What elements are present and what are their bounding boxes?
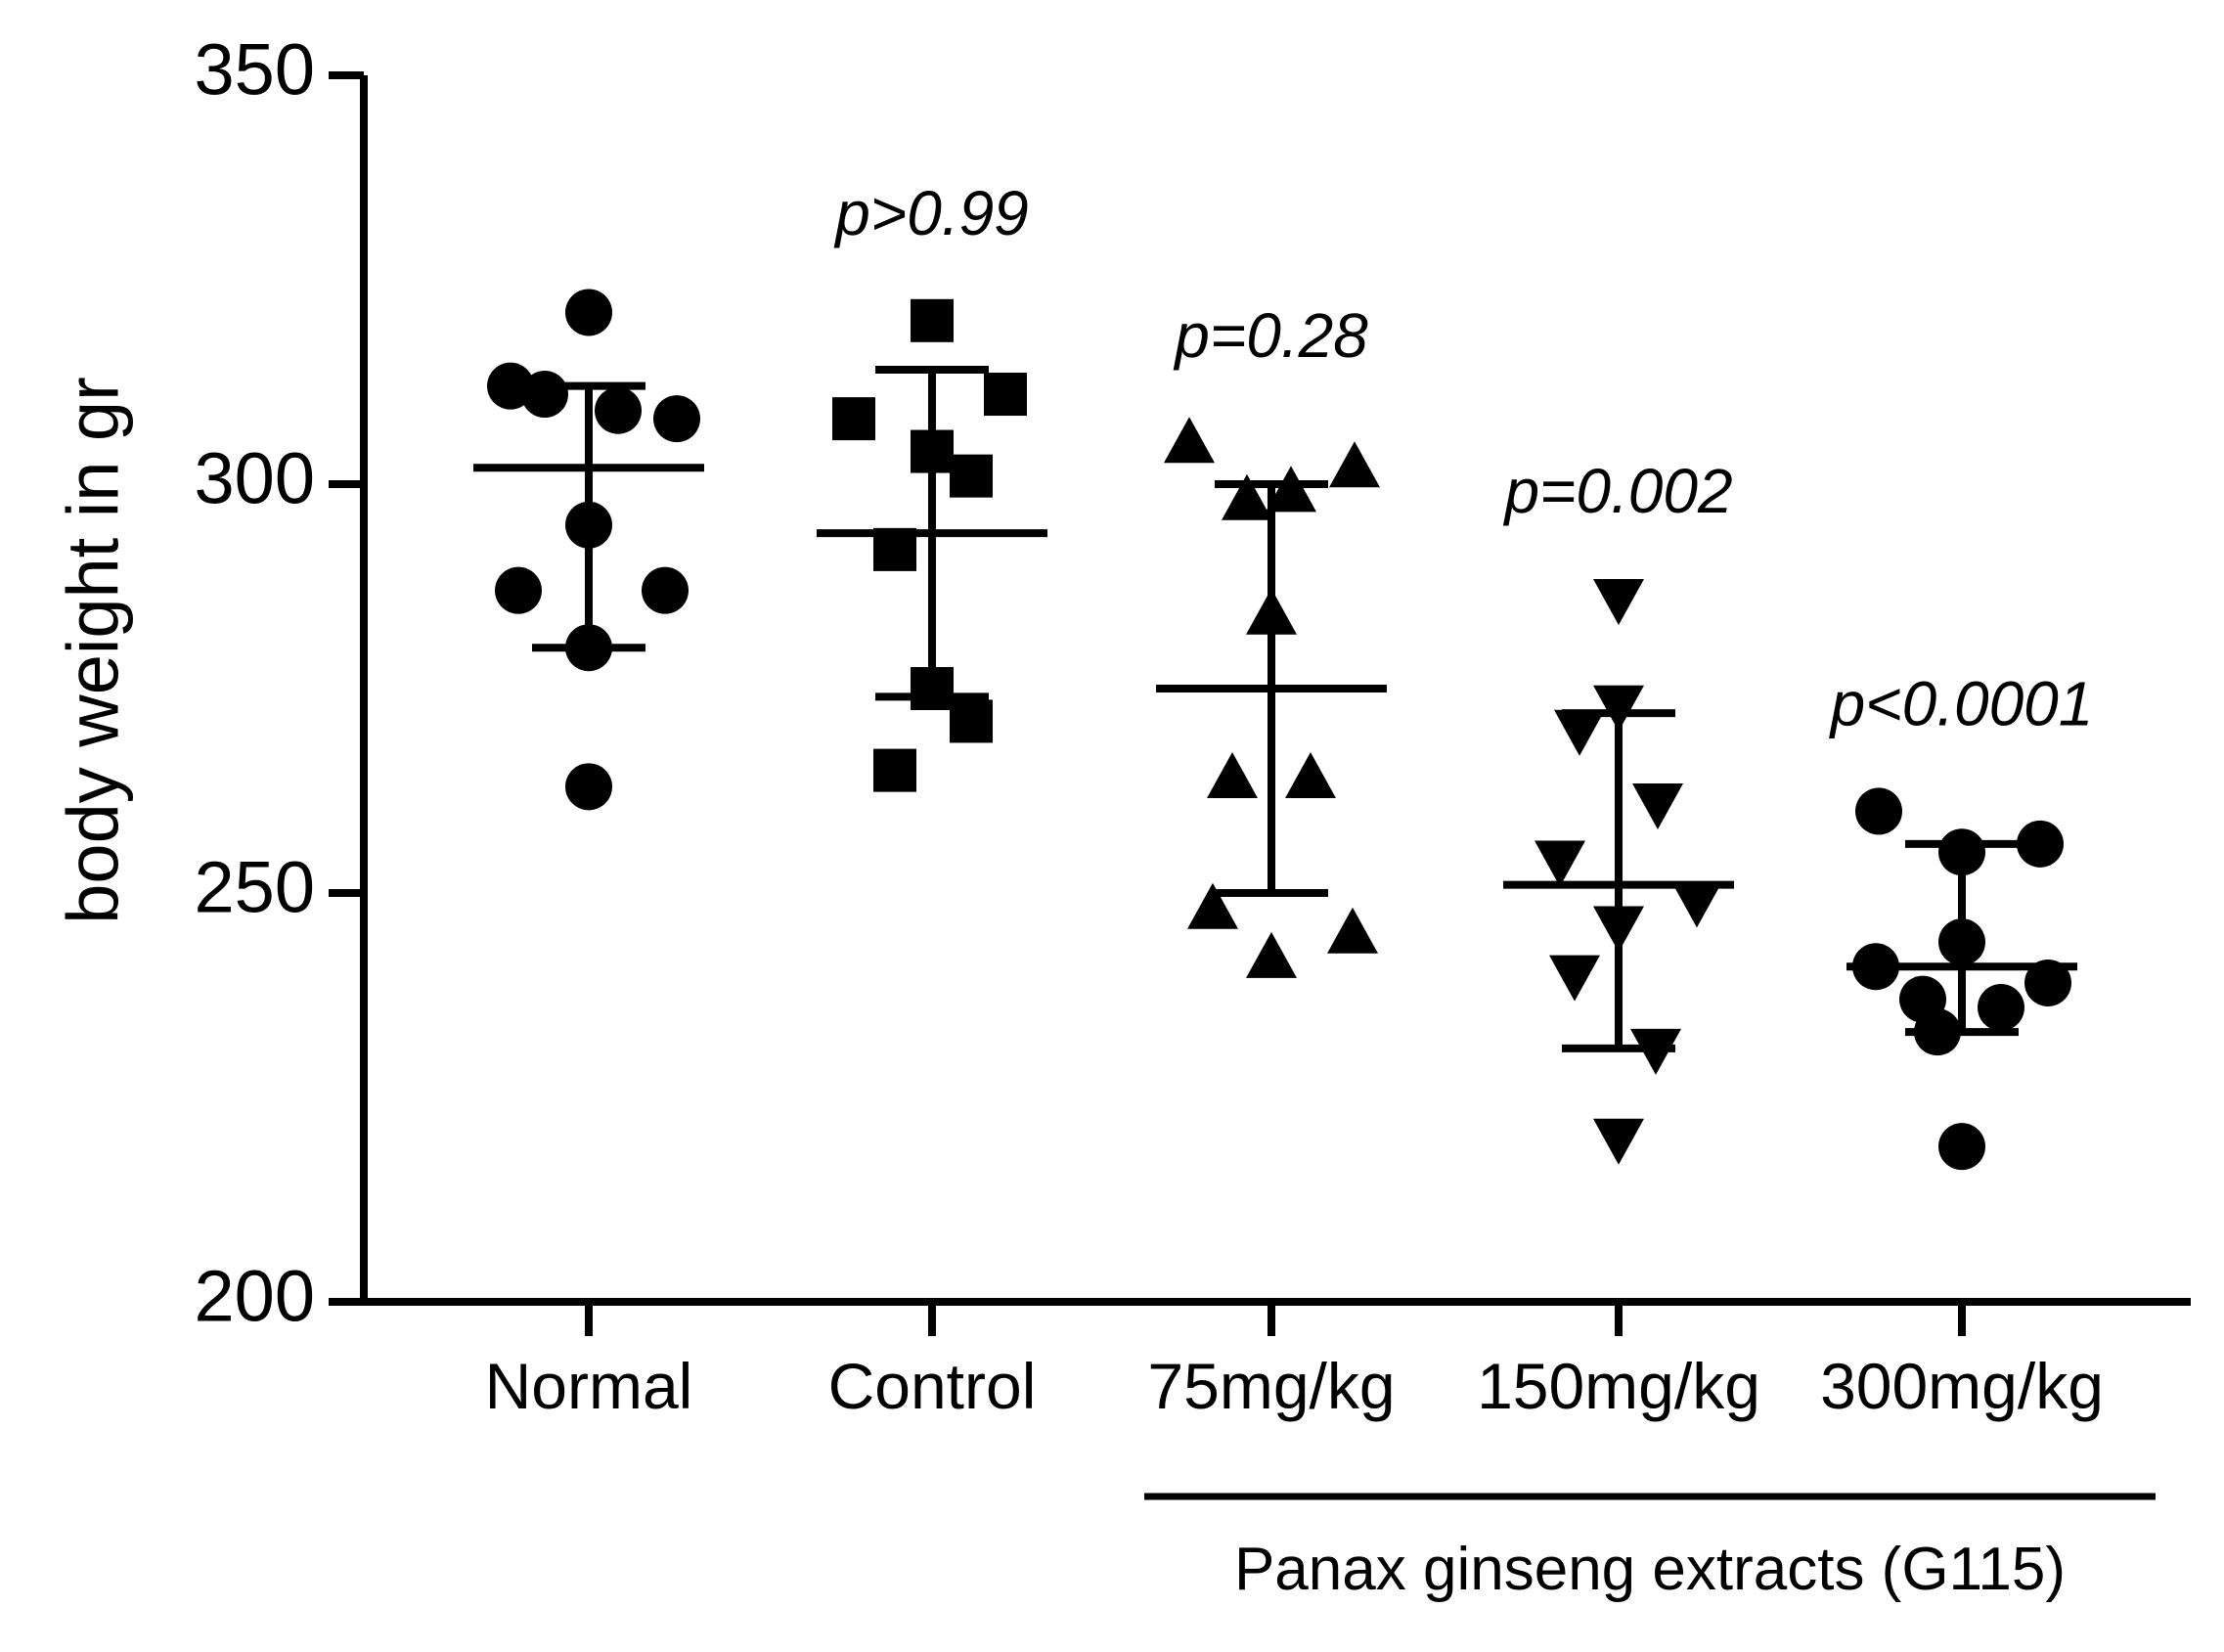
data-point	[1246, 931, 1297, 978]
data-point	[642, 566, 689, 614]
y-tick-label-200: 200	[195, 1256, 315, 1337]
data-point	[1938, 1123, 1985, 1171]
data-point	[1285, 751, 1336, 798]
group-5: p<0.0001	[1829, 668, 2094, 1171]
y-ticks: 200 250 300 350	[195, 29, 364, 1337]
group-1	[473, 289, 704, 811]
data-point	[950, 454, 993, 498]
x-tick-label-5: 300mg/kg	[1820, 1350, 2104, 1422]
data-point	[1246, 588, 1297, 635]
group-3: p=0.28	[1156, 300, 1387, 978]
data-point	[1329, 441, 1380, 488]
data-point	[1593, 906, 1644, 953]
group-4: p=0.002	[1502, 456, 1734, 1165]
data-point	[911, 429, 954, 473]
data-point	[911, 667, 954, 710]
x-tick-label-4: 150mg/kg	[1477, 1350, 1760, 1422]
y-tick-label-300: 300	[195, 438, 315, 519]
data-point	[873, 748, 916, 792]
data-point	[1914, 1008, 1961, 1056]
data-point	[1852, 943, 1899, 991]
data-point	[1549, 955, 1600, 1002]
data-point	[1938, 918, 1985, 966]
p-value-annotation: p=0.002	[1502, 456, 1732, 526]
data-point	[1535, 840, 1585, 887]
data-point	[2024, 959, 2071, 1006]
y-axis-label: body weight in gr	[53, 377, 134, 923]
y-tick-label-250: 250	[195, 847, 315, 928]
treatment-group-bracket: Panax ginseng extracts (G115)	[1144, 1493, 2156, 1603]
data-groups: p>0.99 p=0.28 p=0.002 p<0.0001	[473, 178, 2094, 1171]
data-point	[1222, 473, 1272, 520]
data-point	[1855, 787, 1902, 835]
data-point	[1593, 685, 1644, 732]
data-point	[1327, 907, 1378, 954]
data-point	[1593, 1118, 1644, 1165]
data-point	[984, 373, 1027, 417]
p-value-annotation: p>0.99	[833, 178, 1029, 248]
x-tick-label-1: Normal	[485, 1350, 693, 1422]
group-2: p>0.99	[817, 178, 1047, 792]
data-point	[653, 395, 700, 443]
data-point	[1632, 783, 1683, 830]
data-point	[950, 699, 993, 743]
data-point	[495, 566, 542, 614]
data-point	[565, 501, 612, 549]
x-tick-label-2: Control	[828, 1350, 1037, 1422]
data-point	[832, 397, 875, 441]
data-point	[1593, 579, 1644, 626]
data-point	[1978, 984, 2024, 1032]
axes	[360, 75, 2191, 1306]
data-point	[521, 371, 568, 419]
bracket-label: Panax ginseng extracts (G115)	[1234, 1536, 2066, 1603]
data-point	[1671, 881, 1722, 928]
data-point	[565, 624, 612, 672]
p-value-annotation: p=0.28	[1173, 300, 1368, 371]
data-point	[873, 527, 916, 571]
data-point	[565, 763, 612, 811]
y-tick-label-350: 350	[195, 29, 315, 111]
data-point	[595, 386, 642, 434]
data-point	[1630, 1028, 1681, 1075]
data-point	[1164, 417, 1215, 464]
data-point	[1207, 751, 1258, 798]
x-tick-label-3: 75mg/kg	[1147, 1350, 1395, 1422]
x-ticks: Normal Control 75mg/kg 150mg/kg 300mg/kg	[485, 1302, 2104, 1422]
data-point	[1554, 709, 1605, 756]
data-point	[1187, 882, 1238, 929]
p-value-annotation: p<0.0001	[1829, 668, 2094, 738]
data-point	[1938, 828, 1985, 876]
data-point	[2017, 820, 2064, 868]
data-point	[911, 298, 954, 342]
data-point	[565, 289, 612, 336]
data-point	[1266, 466, 1316, 513]
